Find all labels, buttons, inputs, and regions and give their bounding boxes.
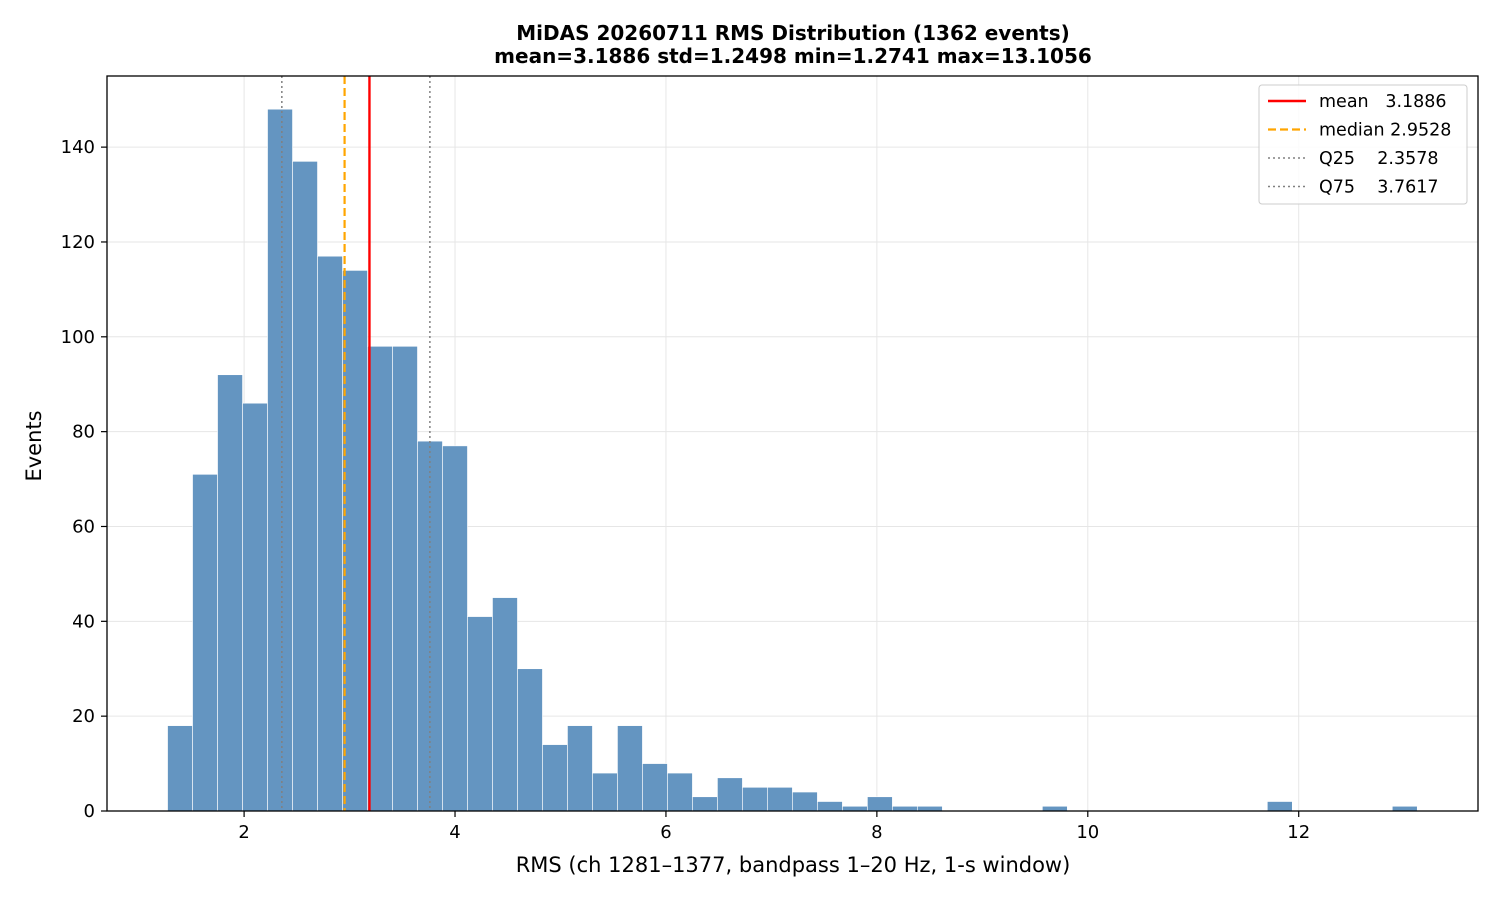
y-tick-label: 60: [72, 516, 95, 537]
histogram-bars: [167, 108, 1418, 812]
x-tick-label: 4: [449, 822, 460, 843]
chart-title: MiDAS 20260711 RMS Distribution (1362 ev…: [516, 21, 1070, 45]
histogram-bar: [817, 801, 843, 812]
y-tick-label: 100: [61, 327, 95, 348]
histogram-bar: [517, 668, 543, 812]
histogram-bar: [842, 805, 868, 812]
y-tick-label: 40: [72, 611, 95, 632]
histogram-bar: [292, 161, 318, 812]
y-axis-ticks: 0 20 40 60 80 100 120 140: [61, 137, 107, 822]
histogram-bar: [1391, 805, 1418, 812]
x-tick-label: 8: [871, 822, 882, 843]
histogram-bar: [1266, 801, 1293, 812]
plot-frame: [106, 75, 1479, 812]
histogram-bar: [1042, 805, 1068, 812]
x-tick-label: 12: [1287, 822, 1310, 843]
histogram-bar: [792, 791, 818, 812]
x-axis-ticks: 2 4 6 8 10 12: [238, 811, 1310, 843]
histogram-bar: [717, 777, 743, 812]
legend-label: Q75 3.7617: [1319, 178, 1439, 198]
y-tick-label: 120: [61, 232, 95, 253]
histogram-bar: [892, 805, 918, 812]
y-tick-label: 80: [72, 422, 95, 443]
histogram-bar: [317, 255, 343, 812]
histogram-bar: [667, 772, 693, 812]
histogram-bar: [492, 597, 518, 812]
histogram-bar: [617, 725, 643, 812]
histogram-bar: [342, 270, 368, 812]
histogram-bar: [442, 445, 468, 812]
histogram-bar: [392, 345, 418, 812]
legend: mean 3.1886 median 2.9528 Q25 2.3578 Q75 3.…: [1258, 84, 1468, 205]
x-tick-label: 6: [660, 822, 671, 843]
histogram-bar: [367, 345, 393, 812]
x-tick-label: 2: [238, 822, 249, 843]
x-axis-label: RMS (ch 1281–1377, bandpass 1–20 Hz, 1-s…: [516, 853, 1071, 877]
histogram-bar: [642, 763, 668, 812]
y-tick-label: 20: [72, 706, 95, 727]
histogram-bar: [767, 786, 793, 812]
y-tick-label: 0: [84, 801, 95, 822]
histogram-bar: [917, 805, 943, 812]
histogram-bar: [192, 474, 218, 812]
histogram-bar: [542, 744, 568, 812]
histogram-bar: [742, 786, 768, 812]
legend-label: median 2.9528: [1319, 121, 1451, 141]
legend-label: mean 3.1886: [1319, 92, 1447, 112]
y-axis-label: Events: [22, 410, 46, 481]
histogram-bar: [267, 108, 293, 812]
chart-subtitle: mean=3.1886 std=1.2498 min=1.2741 max=13…: [494, 44, 1092, 68]
histogram-bar: [467, 616, 493, 812]
histogram-bar: [692, 796, 718, 812]
reference-lines: [281, 76, 431, 811]
legend-box: [1258, 84, 1468, 205]
x-tick-label: 10: [1076, 822, 1099, 843]
histogram-bar: [592, 772, 618, 812]
histogram-bar: [567, 725, 593, 812]
legend-label: Q25 2.3578: [1319, 149, 1439, 169]
histogram-bar: [217, 374, 243, 812]
histogram-bar: [242, 402, 268, 812]
legend-entries: mean 3.1886 median 2.9528 Q25 2.3578 Q75 3.…: [1268, 92, 1451, 198]
y-tick-label: 140: [61, 137, 95, 158]
histogram-bar: [867, 796, 893, 812]
histogram-bar: [167, 725, 193, 812]
